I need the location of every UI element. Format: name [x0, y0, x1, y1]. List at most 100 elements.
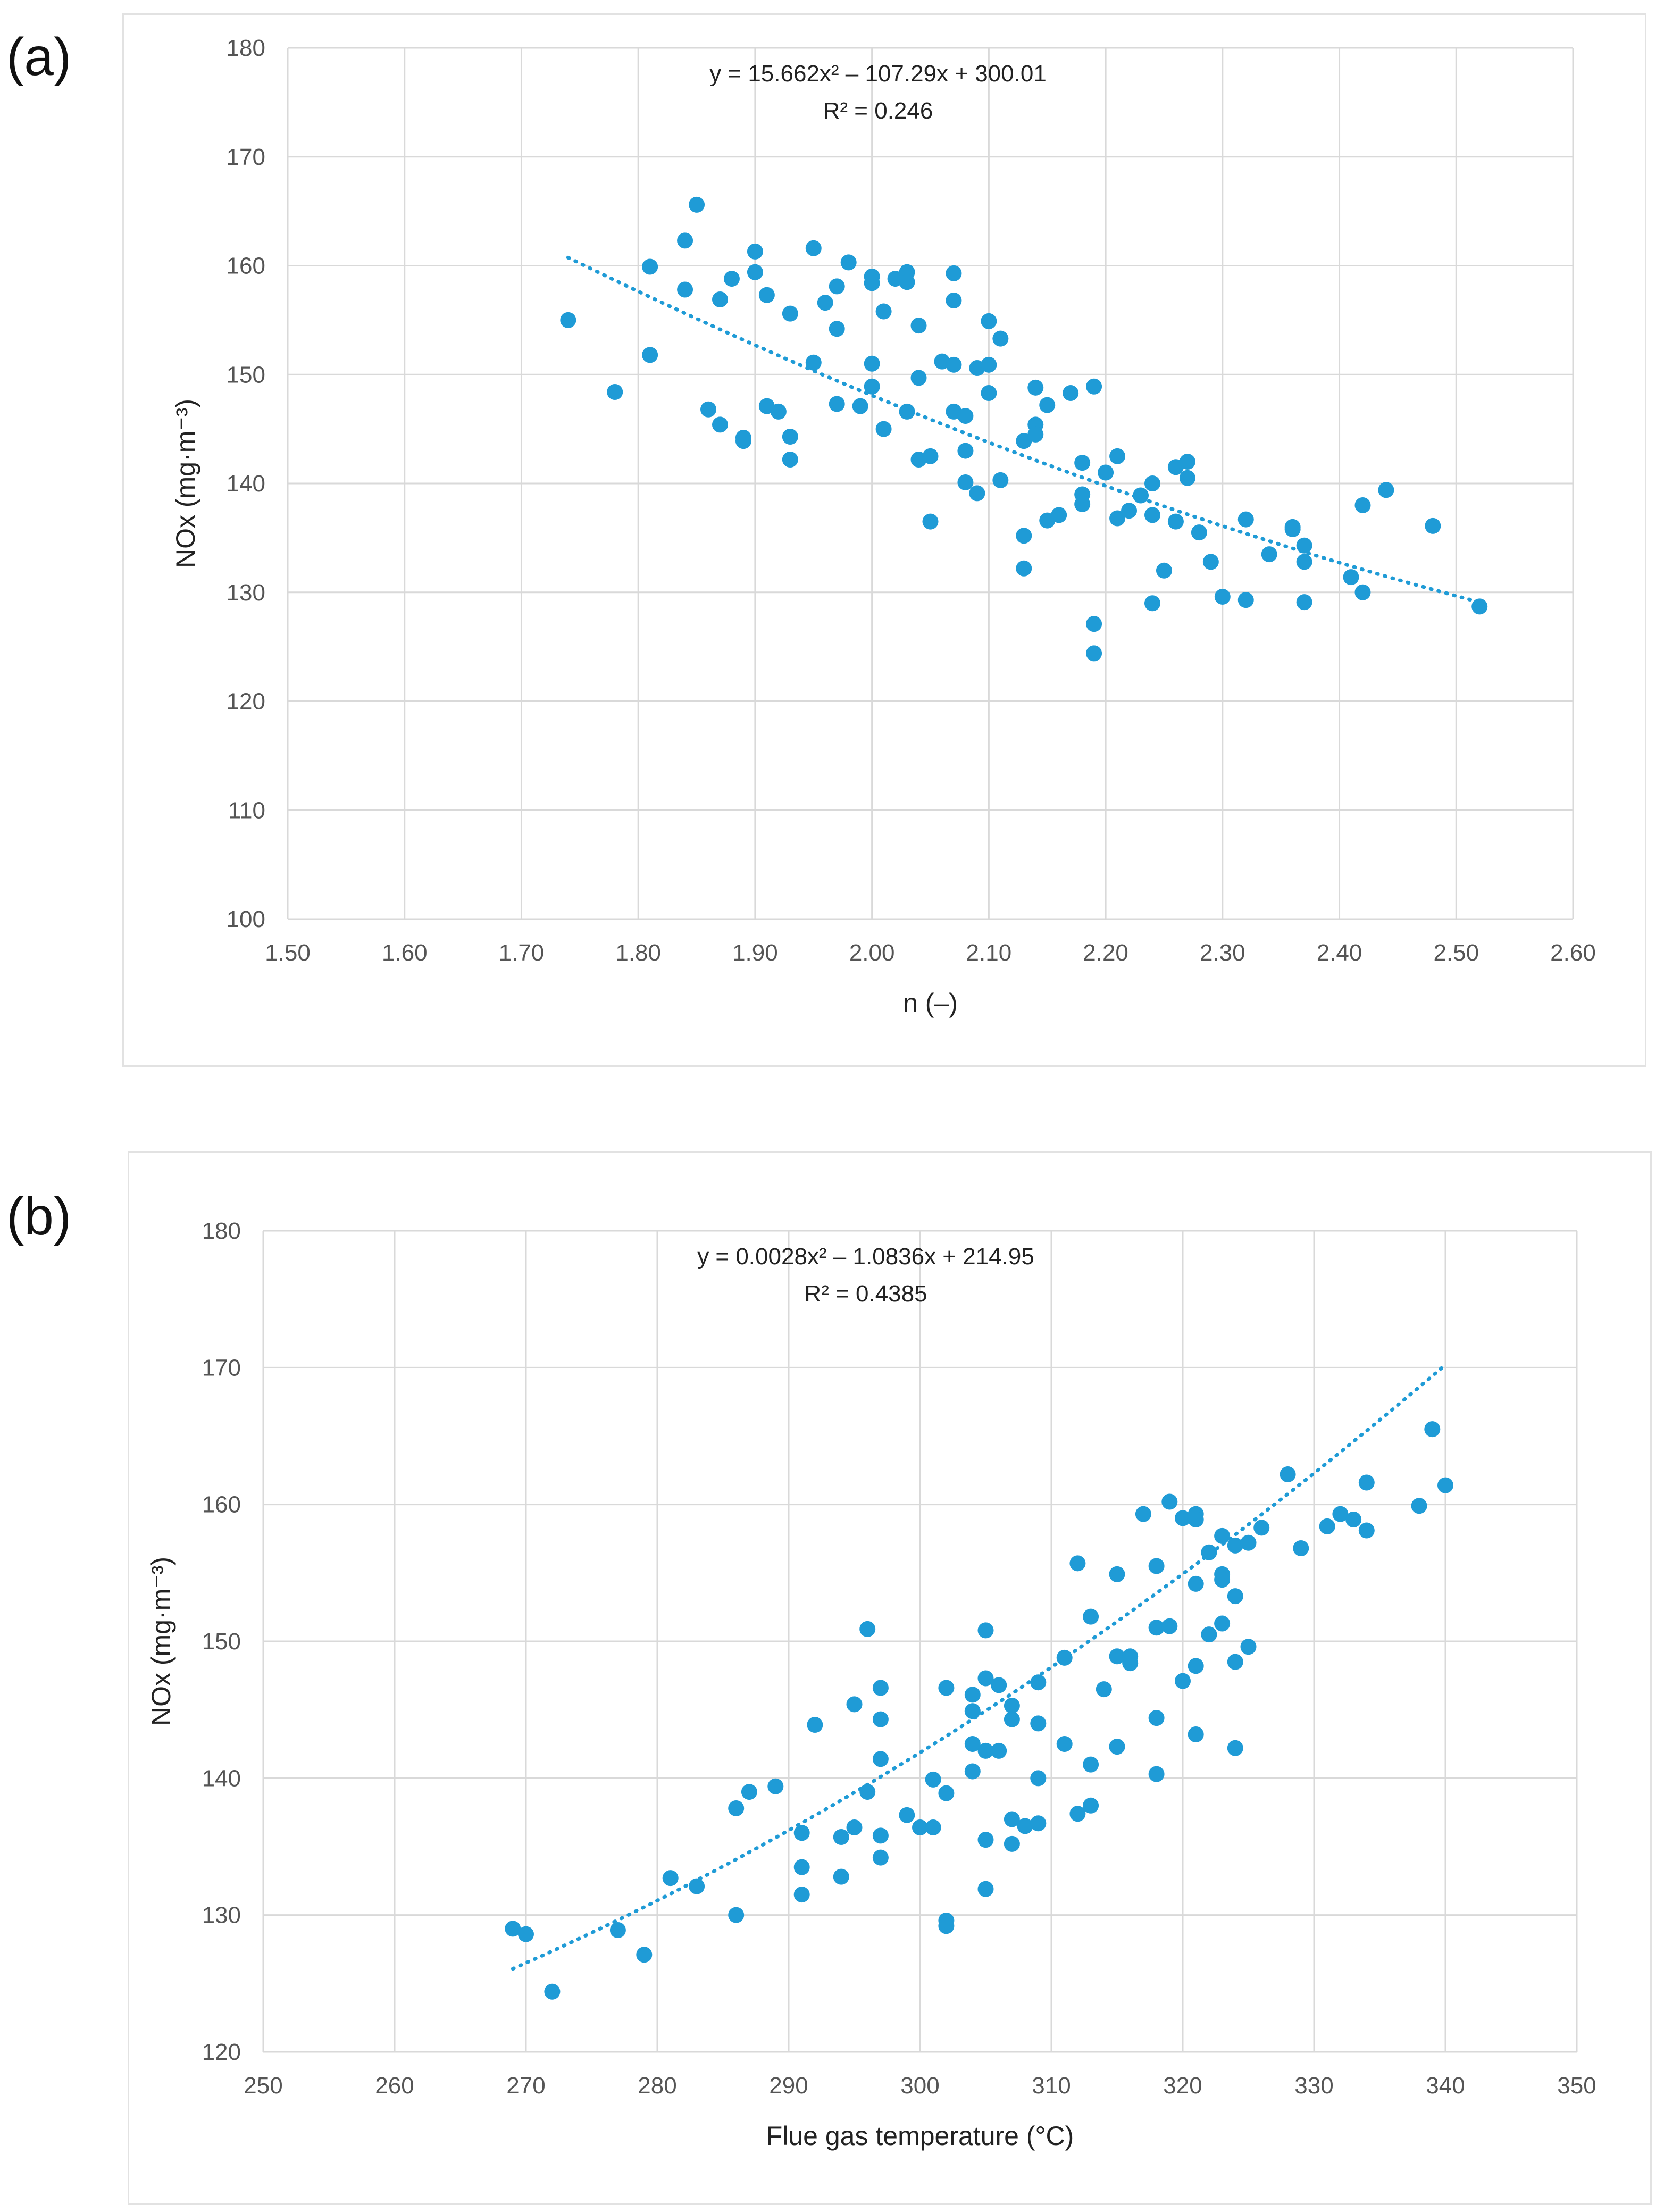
data-point: [910, 370, 927, 386]
data-point: [1030, 1715, 1047, 1732]
data-point: [992, 330, 1009, 347]
data-point: [1188, 1658, 1204, 1674]
x-tick-label: 2.40: [1317, 940, 1362, 966]
data-point: [899, 403, 915, 420]
x-tick-label: 2.00: [849, 940, 895, 966]
data-point: [1083, 1797, 1099, 1814]
data-point: [977, 1742, 994, 1759]
y-tick-label: 130: [227, 580, 265, 606]
x-tick-label: 350: [1557, 2073, 1596, 2099]
data-point: [1016, 528, 1032, 544]
data-point: [1214, 1527, 1231, 1544]
data-point: [677, 232, 693, 249]
y-tick-label: 150: [227, 362, 265, 388]
y-tick-label: 170: [202, 1355, 241, 1381]
data-point: [1296, 554, 1312, 570]
gridlines: [262, 1230, 1578, 2053]
data-point: [846, 1819, 863, 1835]
data-point: [991, 1742, 1007, 1759]
chart-a-frame: 1.50 1.60 1.70 1.80 1.90 2.00 2.10 2.20 2.30 2.40…: [122, 13, 1646, 1067]
tick-labels: 250 260 270 280 290 300 310 320 330 340 350 120 130 1…: [202, 1218, 1596, 2099]
data-point: [1098, 464, 1114, 481]
y-tick-label: 160: [227, 253, 265, 279]
data-point: [1425, 517, 1441, 534]
data-point: [1148, 1558, 1165, 1574]
data-point: [1261, 546, 1277, 563]
data-points: [505, 1421, 1453, 2000]
data-point: [767, 1778, 784, 1794]
data-point: [689, 1878, 705, 1894]
data-point: [1109, 448, 1126, 464]
data-point: [864, 355, 880, 372]
data-point: [782, 305, 798, 322]
data-point: [735, 430, 751, 446]
data-point: [1411, 1498, 1427, 1514]
y-tick-label: 180: [227, 35, 265, 61]
data-point: [899, 274, 915, 290]
data-point: [544, 1983, 561, 2000]
data-point: [1144, 595, 1160, 612]
data-point: [1096, 1681, 1112, 1698]
data-point: [1030, 1815, 1047, 1832]
data-point: [662, 1870, 679, 1887]
data-point: [712, 416, 728, 433]
trendline-equation: y = 0.0028x² – 1.0836x + 214.95: [697, 1243, 1034, 1270]
x-tick-label: 1.70: [499, 940, 545, 966]
x-tick-label: 2.10: [966, 940, 1012, 966]
data-point: [782, 428, 798, 445]
data-point: [946, 293, 962, 309]
data-point: [1133, 487, 1149, 504]
data-point: [723, 271, 740, 287]
y-tick-label: 100: [227, 906, 265, 932]
data-point: [728, 1907, 745, 1923]
data-point: [872, 1849, 889, 1866]
data-point: [829, 278, 845, 295]
x-tick-label: 310: [1032, 2073, 1071, 2099]
data-point: [782, 451, 798, 468]
x-tick-label: 1.80: [615, 940, 661, 966]
data-point: [969, 485, 985, 502]
data-point: [1086, 645, 1102, 662]
data-point: [1074, 486, 1091, 503]
panel-label-a: (a): [6, 27, 72, 87]
data-point: [1148, 1620, 1165, 1636]
data-point: [872, 1751, 889, 1767]
data-point: [1227, 1654, 1243, 1670]
data-point: [1083, 1608, 1099, 1625]
x-tick-label: 2.50: [1433, 940, 1479, 966]
data-point: [805, 240, 822, 256]
y-tick-label: 120: [202, 2039, 241, 2065]
data-point: [1056, 1736, 1073, 1752]
x-tick-label: 2.20: [1083, 940, 1128, 966]
data-point: [747, 264, 763, 280]
y-tick-label: 180: [202, 1218, 241, 1244]
data-point: [859, 1784, 876, 1800]
data-point: [864, 378, 880, 395]
data-point: [992, 472, 1009, 488]
data-point: [1017, 1818, 1033, 1834]
x-tick-label: 1.50: [265, 940, 311, 966]
data-point: [1121, 503, 1138, 519]
y-tick-label: 140: [227, 471, 265, 497]
data-point: [1004, 1811, 1020, 1827]
data-point: [728, 1800, 745, 1816]
y-tick-label: 150: [202, 1629, 241, 1655]
data-point: [1296, 537, 1312, 554]
data-point: [957, 443, 974, 459]
data-point: [1175, 1510, 1191, 1526]
data-point: [922, 513, 939, 530]
data-point: [560, 312, 576, 328]
y-tick-label: 160: [202, 1492, 241, 1518]
data-point: [859, 1621, 876, 1637]
data-point: [938, 1785, 955, 1801]
data-point: [1148, 1766, 1165, 1782]
data-point: [910, 318, 927, 334]
data-point: [712, 291, 728, 307]
tick-labels: 1.50 1.60 1.70 1.80 1.90 2.00 2.10 2.20 2.30 2.40…: [227, 35, 1596, 966]
data-point: [1284, 521, 1301, 537]
data-point: [846, 1696, 863, 1713]
x-tick-label: 1.90: [732, 940, 778, 966]
data-point: [1237, 511, 1254, 528]
y-tick-label: 110: [228, 797, 265, 823]
data-point: [1201, 1544, 1217, 1560]
